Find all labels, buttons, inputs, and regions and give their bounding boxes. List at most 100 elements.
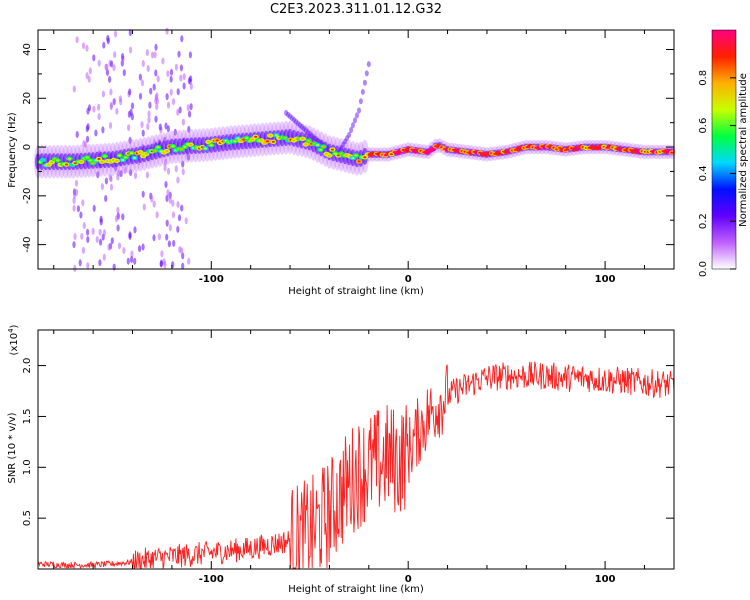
colorbar-tick-label: 0.6: [698, 118, 709, 134]
heatmap-ridge-core: [88, 159, 92, 162]
heatmap-noise-cell: [176, 201, 180, 208]
heatmap-noise-cell: [181, 168, 185, 176]
snr-y-multiplier-close: ): [9, 324, 20, 328]
heatmap-noise-cell: [144, 98, 148, 106]
heatmap-noise-cell: [109, 88, 113, 96]
heatmap-noise-cell: [154, 69, 158, 77]
heatmap-noise-cell: [145, 49, 149, 57]
heatmap-noise-cell: [188, 51, 192, 59]
heatmap-noise-cell: [173, 128, 177, 136]
heatmap-noise-cell: [98, 259, 102, 267]
heatmap-branch-cell: [364, 70, 369, 77]
heatmap-ridge-core: [171, 145, 175, 148]
heatmap-noise-cell: [161, 57, 165, 65]
heatmap-ridge-core: [354, 154, 358, 157]
snr-y-axis-label: SNR (10 * v/v): [7, 412, 18, 483]
heatmap-noise-cell: [177, 50, 181, 58]
heatmap-noise-cell: [180, 204, 184, 212]
heatmap-noise-cell: [164, 122, 168, 130]
heatmap-ridge-core: [431, 148, 435, 151]
heatmap-noise-cell: [163, 261, 167, 269]
heatmap-noise-cell: [130, 113, 134, 121]
heatmap-noise-cell: [108, 174, 112, 182]
heatmap-noise-cell: [174, 165, 178, 173]
spectrogram-y-tick-label: -20: [22, 188, 33, 204]
snr-ticks: -100 0 100 0.5 1.0 1.5 2.0: [22, 330, 674, 585]
heatmap-noise-cell: [177, 214, 182, 222]
heatmap-branch-cell: [358, 98, 363, 105]
heatmap-noise-cell: [104, 177, 108, 185]
heatmap-noise-cell: [75, 131, 79, 138]
heatmap-noise-cell: [148, 101, 152, 109]
heatmap-noise-cell: [74, 179, 79, 187]
heatmap-noise-cell: [166, 101, 171, 109]
heatmap-noise-cell: [114, 215, 119, 223]
heatmap-noise-cell: [168, 224, 172, 232]
heatmap-noise-cell: [153, 51, 157, 59]
heatmap-noise-cell: [164, 181, 168, 188]
heatmap-ridge-core: [304, 143, 308, 146]
heatmap-noise-cell: [133, 257, 137, 265]
heatmap-noise-cell: [155, 211, 159, 219]
heatmap-noise-cell: [128, 231, 132, 239]
heatmap-ridge-core: [215, 139, 219, 142]
heatmap-noise-cell: [176, 88, 180, 96]
heatmap-noise-cell: [106, 34, 110, 42]
heatmap-noise-cell: [147, 110, 151, 118]
heatmap-branch-cell: [353, 117, 357, 124]
heatmap-branch-cell: [355, 112, 359, 119]
heatmap-ridge-core: [103, 155, 107, 158]
heatmap-noise-cell: [75, 36, 79, 44]
heatmap-noise-cell: [84, 141, 88, 148]
heatmap-noise-cell: [145, 171, 149, 179]
heatmap-ridge-core: [115, 159, 119, 162]
heatmap-noise-cell: [97, 103, 101, 111]
heatmap-noise-cell: [102, 229, 107, 237]
spectrogram-y-tick-label: 0: [22, 144, 33, 150]
heatmap-noise-cell: [86, 123, 90, 131]
spectrogram-x-tick-label: 100: [595, 274, 616, 285]
heatmap-ridge-core: [141, 155, 145, 158]
heatmap-ridge-core: [670, 151, 674, 154]
spectrogram-x-tick-label: -100: [199, 274, 224, 285]
heatmap-noise-cell: [152, 83, 156, 91]
heatmap-ridge-core: [153, 149, 157, 152]
heatmap-ridge-core: [283, 137, 287, 139]
heatmap-noise-cell: [174, 63, 178, 71]
heatmap-noise-cell: [166, 70, 170, 78]
spectrogram-y-tick-label: 20: [22, 92, 33, 105]
heatmap-ridge-core: [118, 154, 122, 157]
heatmap-noise-cell: [189, 103, 193, 111]
heatmap-noise-cell: [183, 227, 187, 235]
heatmap-ridge-core: [330, 148, 334, 151]
heatmap-noise-cell: [138, 92, 143, 100]
spectrogram-y-tick-label: 40: [22, 43, 33, 56]
colorbar-label: Normalized spectral amplitude: [738, 73, 749, 227]
heatmap-ridge-core: [251, 138, 255, 141]
heatmap-noise-cell: [104, 195, 108, 202]
heatmap-ridge-core: [265, 140, 269, 143]
heatmap-branch-cell: [351, 122, 355, 129]
heatmap-noise-cell: [141, 243, 145, 251]
heatmap-ridge-core: [271, 140, 275, 143]
heatmap-noise-cell: [163, 158, 168, 166]
heatmap-ridge-core: [327, 154, 331, 157]
heatmap-noise-cell: [160, 250, 164, 258]
heatmap-noise-cell: [167, 240, 171, 248]
snr-series: [37, 361, 675, 570]
heatmap-ridge-core: [41, 159, 45, 161]
heatmap-noise-cell: [140, 79, 144, 87]
heatmap-noise-cell: [81, 199, 85, 207]
snr-x-tick-label: 100: [595, 574, 616, 585]
heatmap-noise-cell: [180, 35, 184, 43]
heatmap-noise-cell: [140, 121, 144, 129]
heatmap-noise-cell: [116, 224, 120, 232]
heatmap-noise-cell: [169, 68, 174, 76]
heatmap-branch-cell: [349, 127, 354, 133]
heatmap-noise-cell: [166, 125, 170, 133]
heatmap-noise-cell: [72, 197, 76, 205]
heatmap-noise-cell: [88, 67, 92, 75]
heatmap-noise-cell: [138, 73, 142, 81]
heatmap-noise-cell: [179, 64, 183, 72]
heatmap-noise-cell: [127, 124, 131, 132]
